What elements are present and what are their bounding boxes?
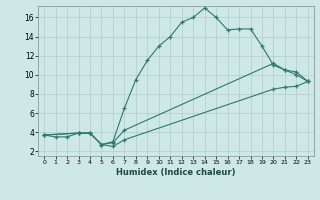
- X-axis label: Humidex (Indice chaleur): Humidex (Indice chaleur): [116, 168, 236, 177]
